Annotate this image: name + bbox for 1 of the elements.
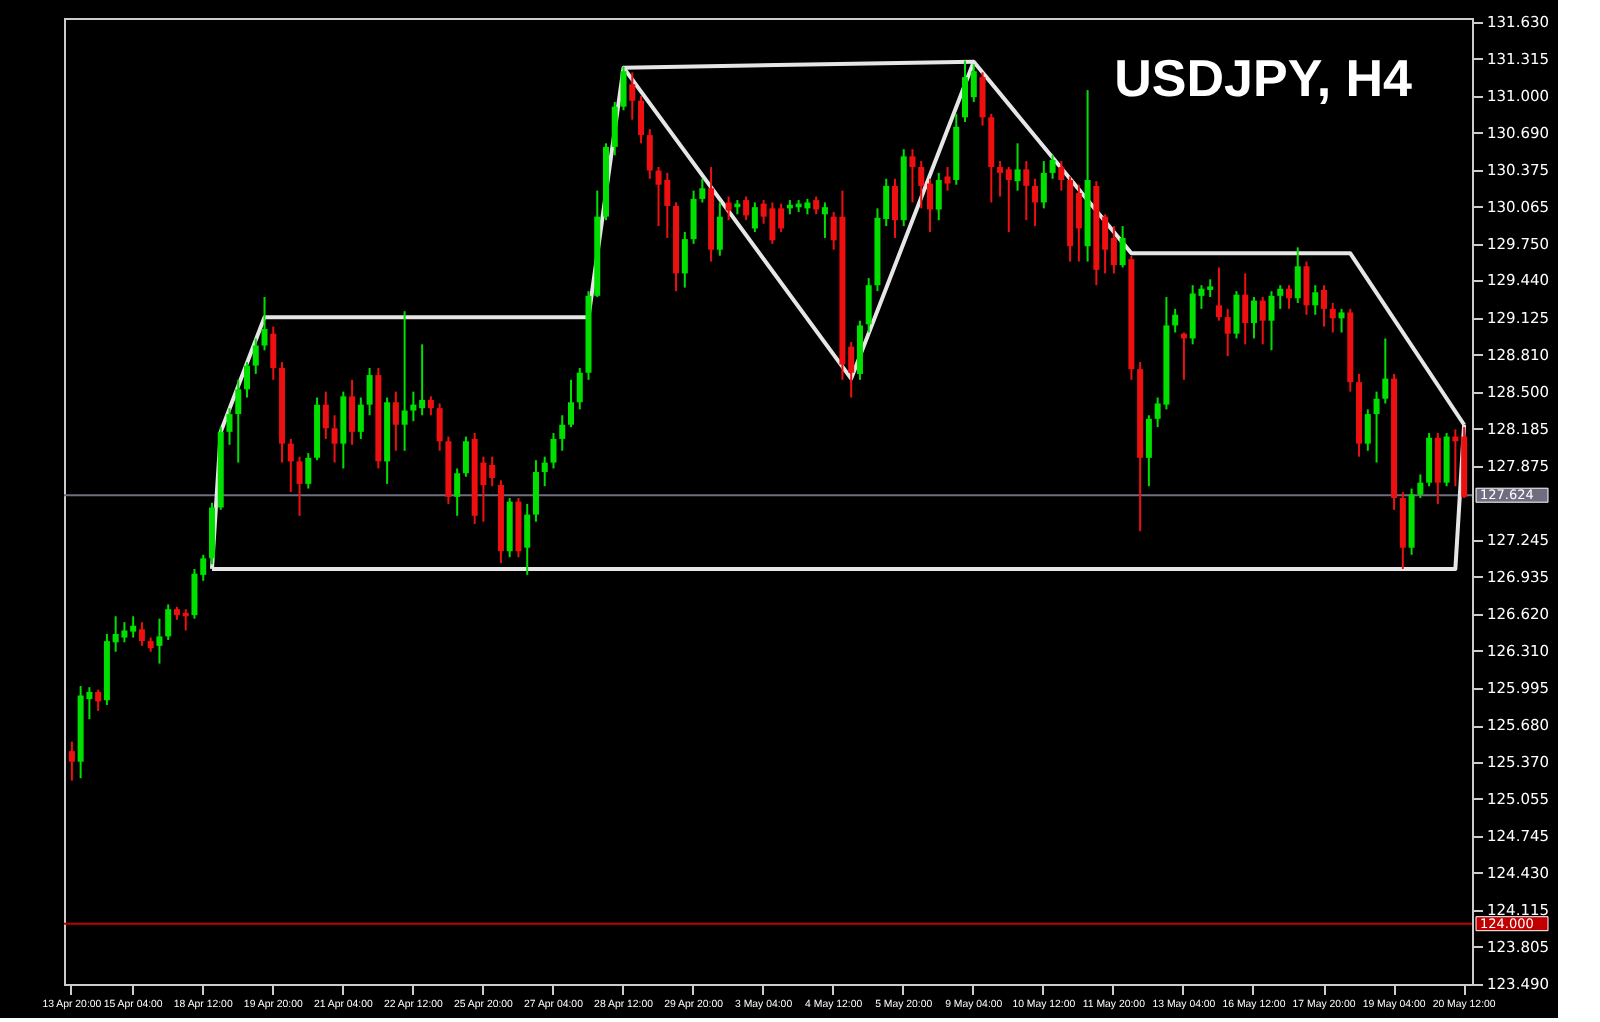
text: USDJPY, H4 xyxy=(1114,48,1414,108)
